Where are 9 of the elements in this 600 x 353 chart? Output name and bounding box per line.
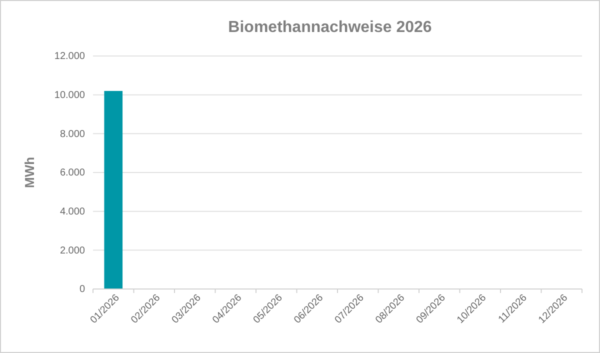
y-tick-label: 8.000 [60,128,86,140]
chart-title: Biomethannachweise 2026 [228,19,432,36]
y-tick-label: 2.000 [60,245,86,256]
y-tick-label: 6.000 [60,168,86,179]
y-axis-title: MWh [22,156,37,188]
y-tick-label: 4.000 [60,206,86,218]
y-tick-label: 12.000 [54,51,86,62]
y-tick-label: 0 [79,284,86,296]
y-tick-label: 10.000 [54,90,86,102]
